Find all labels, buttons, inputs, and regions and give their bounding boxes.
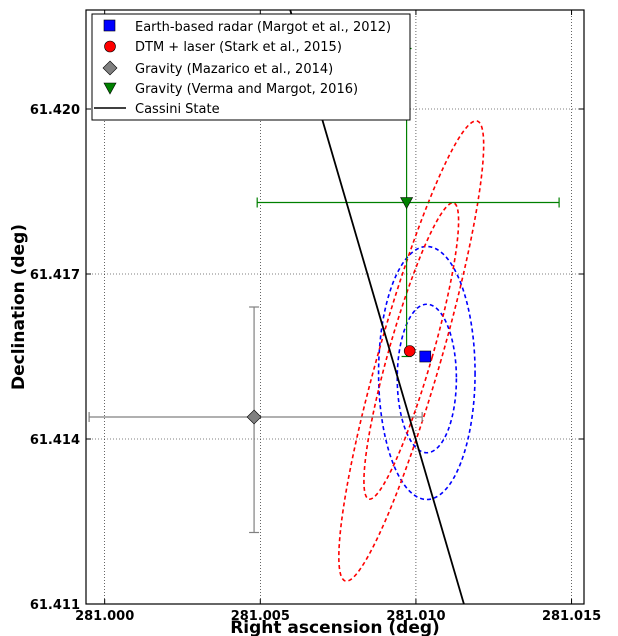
legend-label-mazarico: Gravity (Mazarico et al., 2014)	[135, 62, 333, 77]
data-markers	[246, 197, 432, 425]
data-point-triangle	[400, 197, 414, 210]
data-point-square	[419, 350, 432, 363]
x-tick-label: 281.010	[386, 609, 445, 624]
legend-circle-marker-icon	[104, 40, 116, 53]
x-tick-label: 281.005	[231, 609, 290, 624]
axis-ticks: 281.000 281.005 281.010 281.015 61.411 61.414…	[30, 10, 601, 624]
x-tick-label: 281.000	[75, 609, 134, 624]
error-ellipses	[338, 120, 485, 582]
plot-frame	[85, 9, 585, 605]
data-point-circle	[403, 345, 416, 357]
error-ellipse	[338, 120, 485, 582]
error-ellipse	[377, 245, 476, 501]
legend-label-cassini: Cassini State	[135, 102, 220, 117]
y-tick-label: 61.417	[30, 268, 80, 283]
y-tick-label: 61.411	[30, 598, 80, 613]
legend-label-dtm-laser: DTM + laser (Stark et al., 2015)	[135, 40, 342, 55]
legend-square-marker-icon	[103, 19, 116, 32]
legend-label-verma-margot: Gravity (Verma and Margot, 2016)	[135, 82, 358, 97]
error-ellipse	[363, 202, 460, 500]
legend-diamond-marker-icon	[102, 60, 118, 76]
y-axis-label: Declination (deg)	[9, 224, 29, 390]
legend-label-radar: Earth-based radar (Margot et al., 2012)	[135, 20, 391, 35]
legend-triangle-marker-icon	[103, 82, 117, 95]
data-point-diamond	[246, 409, 262, 425]
x-axis-label: Right ascension (deg)	[230, 618, 440, 636]
legend-box	[91, 13, 411, 121]
x-tick-label: 281.015	[542, 609, 601, 624]
legend: Earth-based radar (Margot et al., 2012) …	[91, 13, 411, 121]
y-tick-label: 61.420	[30, 103, 80, 118]
y-tick-label: 61.414	[30, 433, 80, 448]
